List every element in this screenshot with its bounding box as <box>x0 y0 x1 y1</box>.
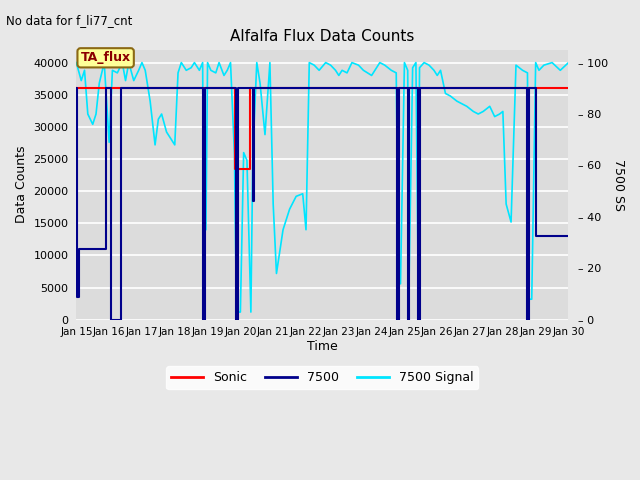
Text: TA_flux: TA_flux <box>81 51 131 64</box>
Y-axis label: Data Counts: Data Counts <box>15 146 28 224</box>
Legend: Sonic, 7500, 7500 Signal: Sonic, 7500, 7500 Signal <box>166 366 478 389</box>
X-axis label: Time: Time <box>307 340 338 353</box>
Title: Alfalfa Flux Data Counts: Alfalfa Flux Data Counts <box>230 29 415 44</box>
Text: No data for f_li77_cnt: No data for f_li77_cnt <box>6 14 132 27</box>
Y-axis label: 7500 SS: 7500 SS <box>612 159 625 211</box>
